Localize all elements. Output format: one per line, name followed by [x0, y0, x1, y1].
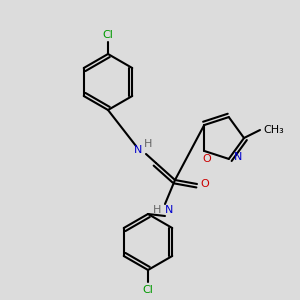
Text: O: O [201, 179, 209, 189]
Text: O: O [203, 154, 212, 164]
Text: Cl: Cl [142, 285, 153, 295]
Text: Cl: Cl [103, 30, 113, 40]
Text: N: N [165, 205, 173, 215]
Text: N: N [234, 152, 242, 162]
Text: CH₃: CH₃ [264, 125, 284, 135]
Text: N: N [134, 145, 142, 155]
Text: H: H [144, 139, 152, 149]
Text: H: H [153, 205, 161, 215]
